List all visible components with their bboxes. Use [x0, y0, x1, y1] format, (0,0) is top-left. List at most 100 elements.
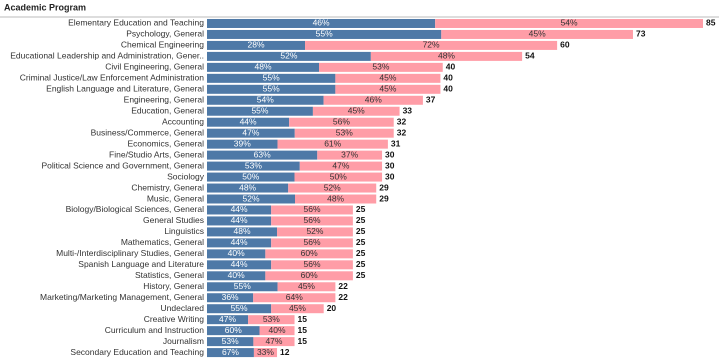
y-tick-label: Undeclared: [161, 303, 205, 313]
value-label: 53%: [263, 314, 280, 324]
bar-segment: [207, 117, 290, 127]
bar-segment: [248, 315, 295, 325]
total-label: 40: [443, 84, 453, 94]
value-label: 55%: [263, 73, 280, 83]
value-label: 52%: [324, 182, 341, 192]
value-label: 56%: [304, 259, 321, 269]
bar-segment: [305, 40, 558, 50]
bar-segment: [207, 161, 300, 171]
value-label: 45%: [298, 281, 315, 291]
bar-segment: [207, 84, 336, 94]
value-label: 47%: [265, 336, 282, 346]
total-label: 32: [397, 127, 407, 137]
value-label: 64%: [286, 292, 303, 302]
value-label: 45%: [289, 303, 306, 313]
bar-segment: [271, 238, 353, 248]
value-label: 55%: [251, 105, 268, 115]
value-label: 48%: [327, 193, 344, 203]
bar-segment: [207, 139, 278, 149]
bar-segment: [253, 337, 295, 347]
value-label: 53%: [245, 160, 262, 170]
total-label: 25: [356, 248, 366, 258]
y-tick-label: Chemistry, General: [131, 182, 204, 192]
total-label: 30: [385, 171, 395, 181]
bar-segment: [335, 73, 441, 83]
y-tick-label: Journalism: [163, 336, 204, 346]
total-label: 54: [525, 51, 535, 61]
y-tick-label: History, General: [143, 281, 204, 291]
bar-segment: [207, 29, 442, 39]
y-tick-label: Civil Engineering, General: [105, 62, 204, 72]
value-label: 48%: [234, 226, 251, 236]
value-label: 47%: [332, 160, 349, 170]
bar-segment: [207, 51, 371, 61]
value-label: 54%: [561, 18, 578, 28]
value-label: 52%: [242, 193, 259, 203]
total-label: 30: [385, 160, 395, 170]
value-label: 67%: [222, 347, 239, 357]
bar-segment: [207, 260, 272, 270]
value-label: 33%: [257, 347, 274, 357]
bar-segment: [207, 337, 254, 347]
bar-segment: [207, 183, 289, 193]
bar-segment: [207, 249, 266, 259]
y-tick-label: Music, General: [147, 193, 204, 203]
total-label: 15: [298, 336, 308, 346]
y-tick-label: Fine/Studio Arts, General: [109, 149, 204, 159]
bar-segment: [207, 106, 313, 116]
value-label: 50%: [330, 171, 347, 181]
total-label: 25: [356, 259, 366, 269]
value-label: 56%: [304, 204, 321, 214]
bar-segment: [265, 271, 353, 281]
value-label: 61%: [324, 138, 341, 148]
total-label: 33: [403, 105, 413, 115]
y-tick-label: Sociology: [167, 171, 205, 181]
value-label: 44%: [240, 116, 257, 126]
bar-segment: [277, 139, 388, 149]
bar-segment: [441, 29, 633, 39]
value-label: 28%: [248, 40, 265, 50]
value-label: 50%: [242, 171, 259, 181]
total-label: 31: [391, 138, 401, 148]
y-tick-label: Engineering, General: [124, 95, 204, 105]
value-label: 44%: [231, 204, 248, 214]
y-tick-label: Creative Writing: [144, 314, 205, 324]
value-label: 55%: [234, 281, 251, 291]
total-label: 40: [446, 62, 456, 72]
y-tick-label: Criminal Justice/Law Enforcement Adminis…: [20, 73, 205, 83]
bar-segment: [207, 40, 306, 50]
value-label: 53%: [372, 62, 389, 72]
y-tick-label: Educational Leadership and Administratio…: [10, 51, 204, 61]
bar-segment: [294, 128, 394, 138]
bar-segment: [277, 227, 353, 237]
value-label: 40%: [228, 248, 245, 258]
bar-segment: [207, 194, 295, 204]
y-tick-label: Statistics, General: [135, 270, 204, 280]
chart-title: Academic Program: [4, 2, 86, 12]
bar-segment: [319, 62, 443, 72]
value-label: 56%: [304, 237, 321, 247]
total-label: 37: [426, 95, 436, 105]
y-tick-label: English Language and Literature, General: [46, 84, 204, 94]
y-tick-label: Biology/Biological Sciences, General: [66, 204, 205, 214]
y-tick-label: Chemical Engineering: [121, 40, 204, 50]
value-label: 39%: [234, 138, 251, 148]
y-tick-label: Curriculum and Instruction: [105, 325, 204, 335]
bar-segment: [323, 95, 423, 105]
total-label: 40: [443, 73, 453, 83]
bar-segment: [435, 18, 703, 28]
y-tick-label: Economics, General: [127, 138, 204, 148]
value-label: 55%: [231, 303, 248, 313]
value-label: 55%: [316, 29, 333, 39]
y-tick-label: Multi-/Interdisciplinary Studies, Genera…: [56, 248, 204, 258]
y-tick-label: Marketing/Marketing Management, General: [40, 292, 204, 302]
value-label: 53%: [222, 336, 239, 346]
value-label: 47%: [219, 314, 236, 324]
total-label: 29: [379, 193, 389, 203]
bar-segment: [207, 128, 295, 138]
value-label: 52%: [280, 51, 297, 61]
bar-segment: [253, 348, 278, 358]
bar-segment: [207, 18, 436, 28]
total-label: 15: [298, 325, 308, 335]
y-tick-label: Secondary Education and Teaching: [70, 347, 204, 357]
